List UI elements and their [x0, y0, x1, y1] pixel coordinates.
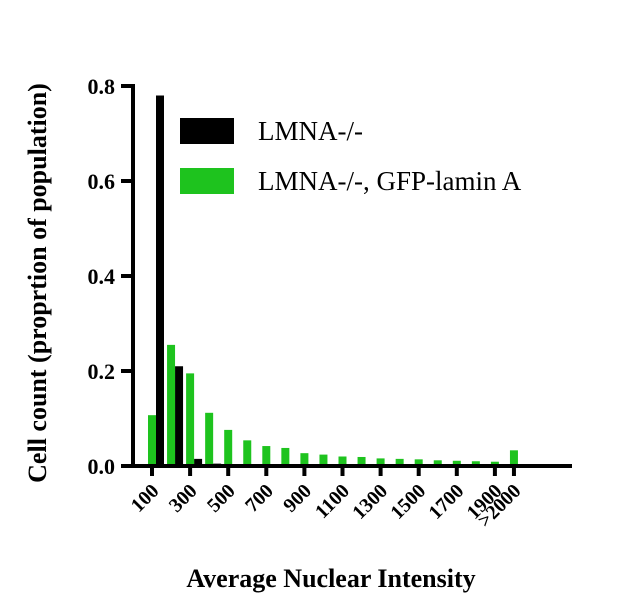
y-tick-label: 0.2 [88, 359, 116, 384]
bar-series-2 [319, 454, 328, 466]
legend-label: LMNA-/- [258, 116, 363, 146]
x-axis-title: Average Nuclear Intensity [186, 564, 475, 593]
bar-series-2 [243, 440, 252, 466]
x-tick-label: 1100 [311, 480, 354, 523]
x-tick-label: 900 [279, 480, 316, 517]
x-tick-label: 100 [127, 480, 164, 517]
bar-series-2 [471, 461, 480, 466]
x-tick-label: 300 [165, 480, 202, 517]
bar-series-2 [338, 456, 347, 466]
y-ticks-group: 0.0 0.2 0.4 0.6 0.8 [88, 74, 133, 479]
bar-series-2 [281, 447, 290, 466]
bar-series-2 [395, 458, 404, 466]
y-tick-label: 0.8 [88, 74, 116, 99]
x-tick-label: 1300 [348, 480, 392, 524]
x-tick-label: 500 [203, 480, 240, 517]
bar-series-2 [376, 458, 385, 466]
bars-group [148, 95, 518, 467]
x-tick-label: 1700 [424, 480, 468, 524]
y-tick-label: 0.0 [88, 454, 116, 479]
bar-series-2 [186, 373, 195, 466]
bar-series-2 [148, 415, 156, 466]
y-tick-label: 0.4 [88, 264, 116, 289]
bar-series-2 [490, 461, 499, 466]
bar-series-1 [194, 458, 203, 466]
bar-series-2 [205, 412, 214, 466]
legend-swatch [180, 168, 234, 194]
legend: LMNA-/- LMNA-/-, GFP-lamin A [180, 116, 522, 196]
x-tick-label: 700 [241, 480, 278, 517]
bar-series-2 [509, 450, 518, 466]
legend-label: LMNA-/-, GFP-lamin A [258, 166, 522, 196]
y-axis-title: Cell count (proprtion of population) [23, 83, 52, 483]
bar-series-1 [175, 366, 184, 466]
bar-series-2 [433, 460, 442, 466]
bar-series-2 [357, 456, 366, 466]
bar-series-2 [300, 453, 309, 466]
bar-series-2 [414, 459, 423, 466]
bar-series-2 [452, 460, 461, 466]
x-tick-label: 1500 [386, 480, 430, 524]
y-tick-label: 0.6 [88, 169, 116, 194]
bar-series-2 [167, 344, 176, 466]
bar-series-2 [262, 446, 271, 466]
legend-swatch [180, 118, 234, 144]
bar-series-1 [156, 95, 164, 466]
bar-series-2 [224, 429, 233, 466]
